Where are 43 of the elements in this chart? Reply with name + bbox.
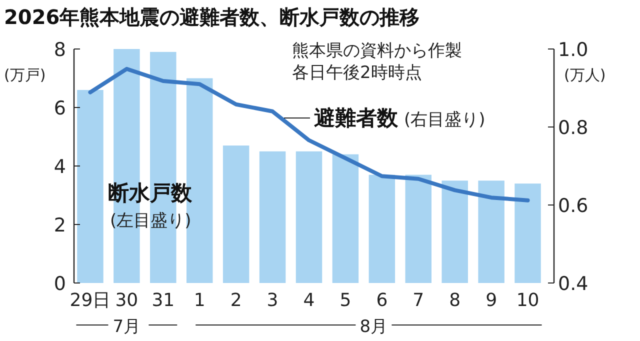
y-tick-label: 4 <box>54 156 66 178</box>
series-label: 断水戸数 <box>108 181 193 205</box>
x-tick-label: 31 <box>152 290 175 311</box>
x-tick-label: 5 <box>340 290 352 311</box>
y-tick-label: 6 <box>54 98 66 120</box>
x-tick-label: 1 <box>194 290 206 311</box>
y2-axis-title: (万人) <box>564 66 606 84</box>
bar <box>77 90 104 283</box>
x-tick-label: 8 <box>449 290 461 311</box>
x-tick-label: 2 <box>230 290 242 311</box>
annotation: (左目盛り) <box>110 211 192 231</box>
bar <box>259 151 286 283</box>
y-axis-title: (万戸) <box>4 66 46 84</box>
y-tick-label: 0 <box>54 273 66 295</box>
x-tick-label: 6 <box>376 290 388 311</box>
x-tick-label: 4 <box>303 290 315 311</box>
chart-title: 2026年熊本地震の避難者数、断水戸数の推移 <box>4 5 420 29</box>
bar <box>514 184 541 283</box>
y-tick-label: 2 <box>54 214 66 236</box>
bar <box>405 174 432 283</box>
y2-tick-label: 0.6 <box>558 195 588 217</box>
y2-tick-label: 0.4 <box>558 273 588 295</box>
y2-tick-label: 1.0 <box>558 39 588 61</box>
x-tick-label: 9 <box>486 290 498 311</box>
annotation: 各日午後2時時点 <box>292 63 422 83</box>
y-tick-label: 8 <box>54 39 66 61</box>
bar <box>222 146 250 283</box>
bar <box>332 154 359 283</box>
y2-tick-label: 0.8 <box>558 117 588 139</box>
text: 8月 <box>360 317 388 337</box>
bar <box>442 180 468 283</box>
x-tick-label: 29日 <box>70 290 111 311</box>
x-tick-label: 3 <box>266 290 278 311</box>
x-tick-label: 30 <box>115 290 138 311</box>
annotation: (右目盛り) <box>404 110 486 130</box>
x-tick-label: 7 <box>412 290 424 311</box>
series-label: 避難者数 <box>314 106 399 130</box>
x-tick-label: 10 <box>516 290 540 311</box>
annotation: 熊本県の資料から作製 <box>292 41 462 61</box>
bar <box>368 174 396 283</box>
bar <box>478 180 504 283</box>
bar <box>296 151 322 283</box>
text: 7月 <box>112 317 141 337</box>
